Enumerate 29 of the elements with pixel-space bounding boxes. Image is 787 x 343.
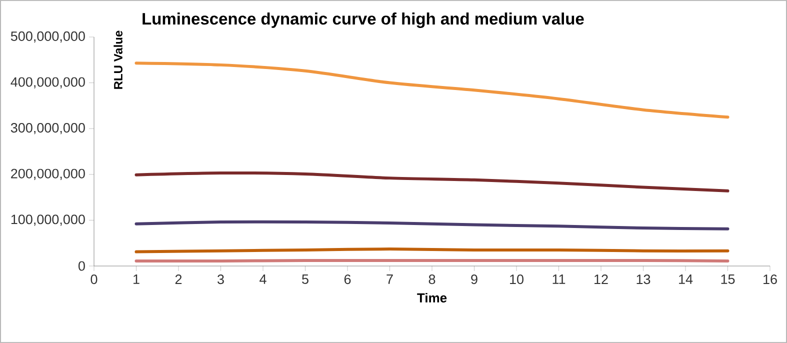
y-tick-label: 300,000,000 [10,123,85,134]
x-tick-label: 2 [175,274,182,284]
x-tick-label: 9 [471,274,478,284]
x-tick-label: 10 [510,274,524,284]
x-tick-label: 11 [552,274,566,284]
x-tick-label: 5 [302,274,308,284]
y-tick-label: 100,000,000 [11,214,85,226]
x-axis-title: Time [417,292,447,302]
x-tick-label: 3 [218,274,224,284]
x-tick-label: 4 [260,274,266,284]
y-axis-title: RLU Value [114,30,122,89]
y-tick-label: 0 [78,261,85,271]
x-tick-label: 15 [721,274,735,284]
y-tick-label: 200,000,000 [11,168,85,180]
x-tick-label: 7 [386,274,393,284]
x-tick-label: 8 [428,274,436,284]
line-series [134,220,730,230]
x-tick-label: 16 [764,274,777,284]
x-tick-label: 0 [90,274,98,284]
x-tick-label: 12 [594,274,608,284]
x-tick-label: 1 [134,274,140,284]
x-tick-label: 14 [679,274,693,284]
y-tick-label: 400,000,000 [10,77,85,88]
x-tick-label: 6 [344,274,351,284]
x-tick-label: 13 [636,274,650,284]
line-series [134,172,730,192]
line-series [134,62,730,119]
y-tick-label: 500,000,000 [10,31,85,43]
chart-title: Luminescence dynamic curve of high and medium value [142,12,584,28]
